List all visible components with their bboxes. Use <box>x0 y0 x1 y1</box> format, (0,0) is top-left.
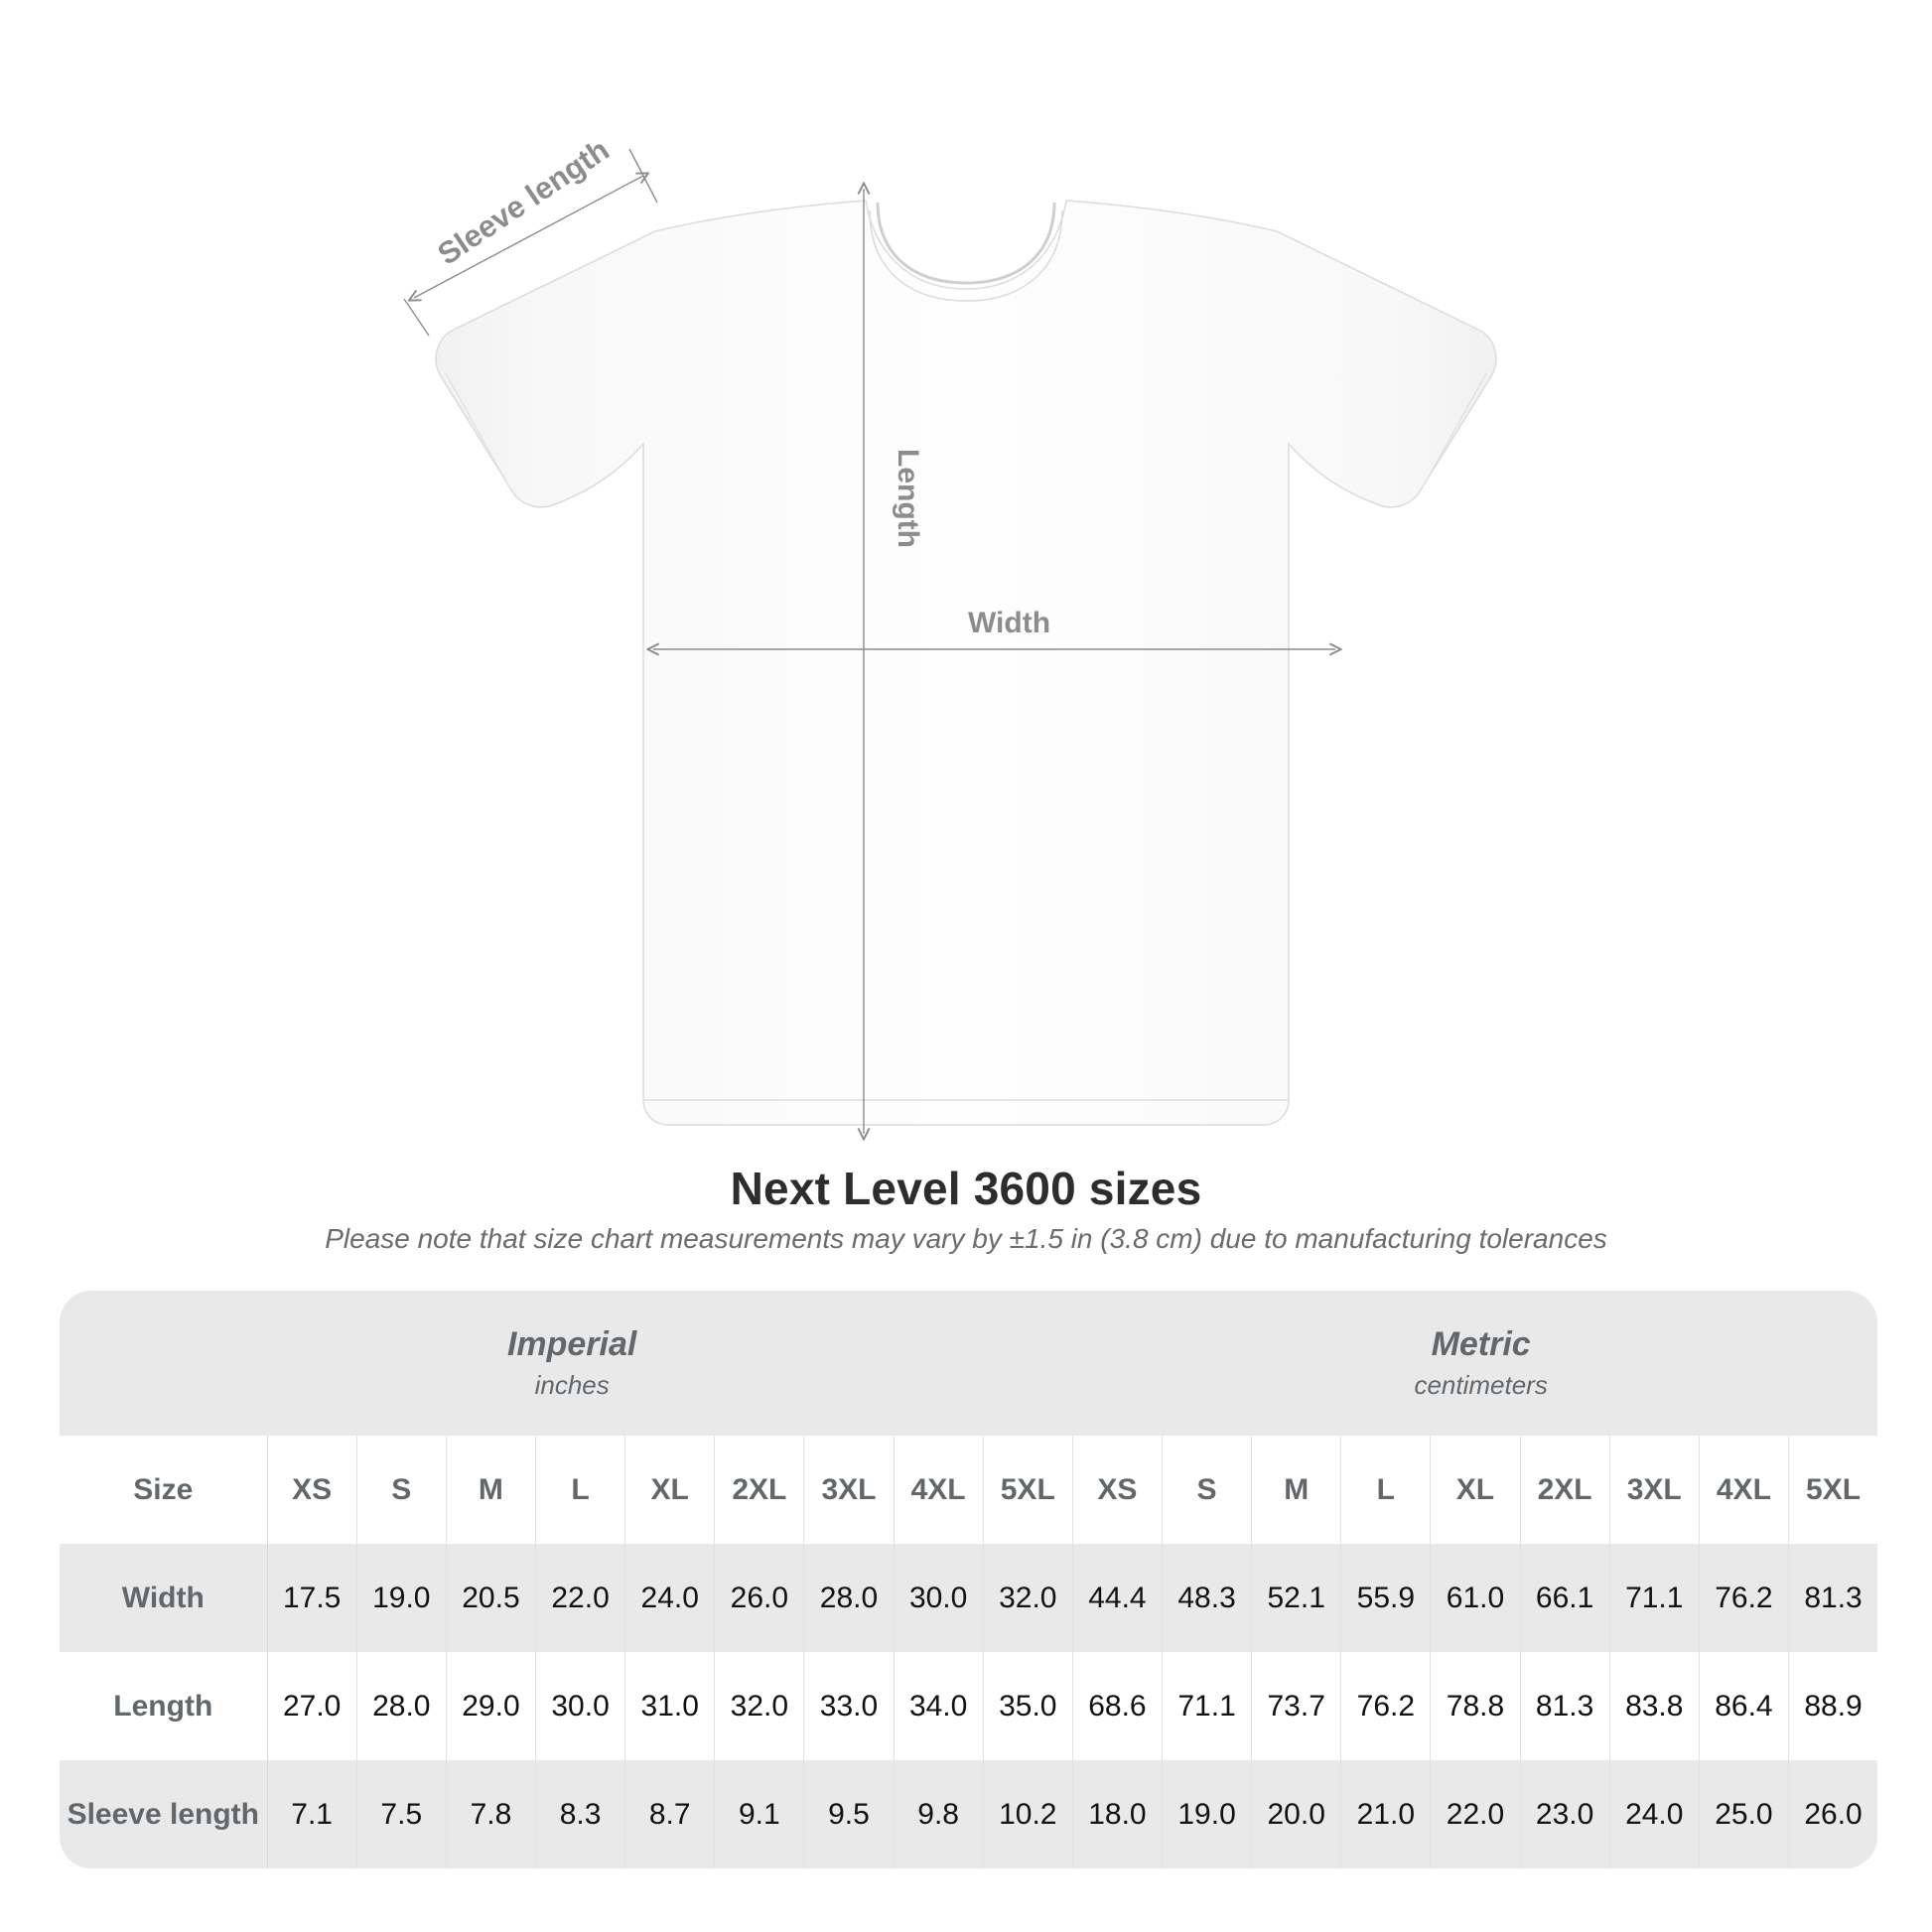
svg-text:Length: Length <box>892 449 924 548</box>
svg-text:Sleeve length: Sleeve length <box>431 132 615 272</box>
svg-text:Width: Width <box>968 607 1050 639</box>
